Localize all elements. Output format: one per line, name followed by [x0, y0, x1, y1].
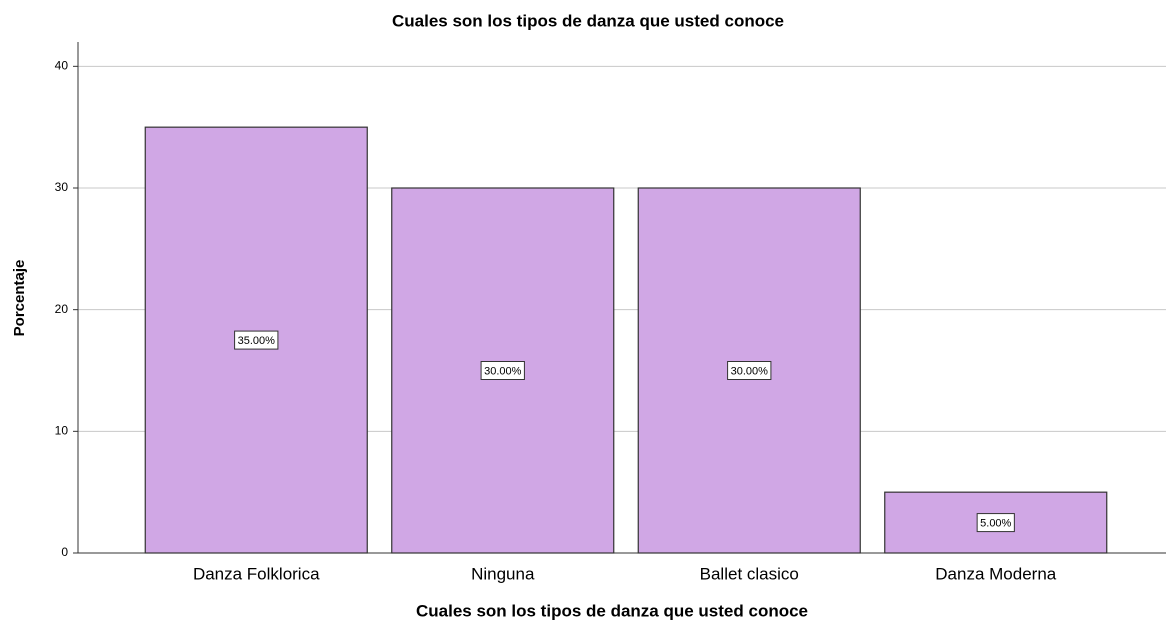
y-tick-label: 30 [55, 180, 69, 194]
value-label-box [234, 330, 279, 350]
value-label: 35.00% [238, 335, 276, 347]
x-tick-label: Ballet clasico [700, 564, 799, 583]
value-label-box [976, 513, 1015, 533]
chart-title: Cuales son los tipos de danza que usted … [392, 11, 784, 30]
y-tick-label: 40 [55, 59, 69, 73]
value-label-box [727, 361, 772, 380]
y-tick-label: 10 [55, 424, 69, 438]
x-tick-label: Danza Moderna [935, 564, 1057, 583]
y-tick-label: 0 [61, 545, 68, 559]
value-label: 5.00% [980, 517, 1011, 529]
x-tick-label: Danza Folklorica [193, 564, 320, 583]
value-label: 30.00% [731, 365, 769, 377]
y-axis-title: Porcentaje [11, 260, 28, 337]
value-label: 30.00% [484, 365, 522, 377]
x-axis-title: Cuales son los tipos de danza que usted … [416, 601, 808, 620]
value-label-box [480, 361, 525, 380]
x-tick-label: Ninguna [471, 564, 535, 583]
y-tick-label: 20 [55, 302, 69, 316]
